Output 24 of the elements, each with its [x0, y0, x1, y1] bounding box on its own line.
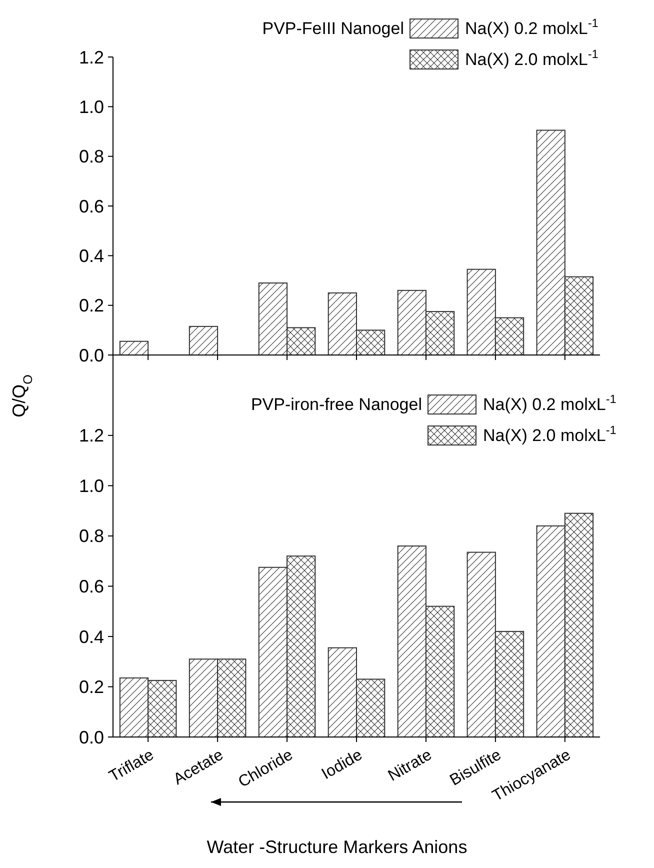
y-tick-label: 0.0	[78, 345, 104, 366]
y-tick-label: 1.0	[78, 96, 104, 117]
y-tick-label: 0.2	[78, 296, 104, 316]
bar	[188, 326, 218, 356]
legend-label: Na(X) 2.0 molxL$^{-1}$	[465, 46, 599, 69]
y-tick-label: 0.6	[78, 576, 104, 597]
legend-label: Na(X) 0.2 molxL$^{-1}$	[483, 392, 617, 414]
y-tick-label: 0.0	[78, 727, 104, 748]
y-tick-label: 1.0	[78, 476, 104, 496]
x-tick-label: Iodide	[319, 746, 366, 784]
y-tick-label: 0.4	[78, 626, 104, 647]
y-tick-label: 0.4	[78, 246, 104, 266]
legend-label: Na(X) 2.0 molxL$^{-1}$	[483, 422, 617, 445]
y-tick-label: 0.8	[78, 146, 104, 167]
bar	[119, 340, 149, 356]
legend-title: PVP-FeIII Nanogel	[262, 18, 404, 38]
y-tick-label: 0.6	[78, 196, 104, 216]
legend-label: Na(X) 0.2 molxL$^{-1}$	[465, 16, 599, 38]
legend-title: PVP-iron-free Nanogel	[250, 394, 422, 414]
y-tick-label: 0.2	[78, 677, 104, 698]
y-tick-label: 0.8	[78, 526, 104, 546]
y-tick-label: 1.2	[78, 47, 104, 68]
y-tick-label: 1.2	[78, 426, 104, 446]
x-axis-title: Water -Structure Markers Anions	[206, 837, 468, 857]
